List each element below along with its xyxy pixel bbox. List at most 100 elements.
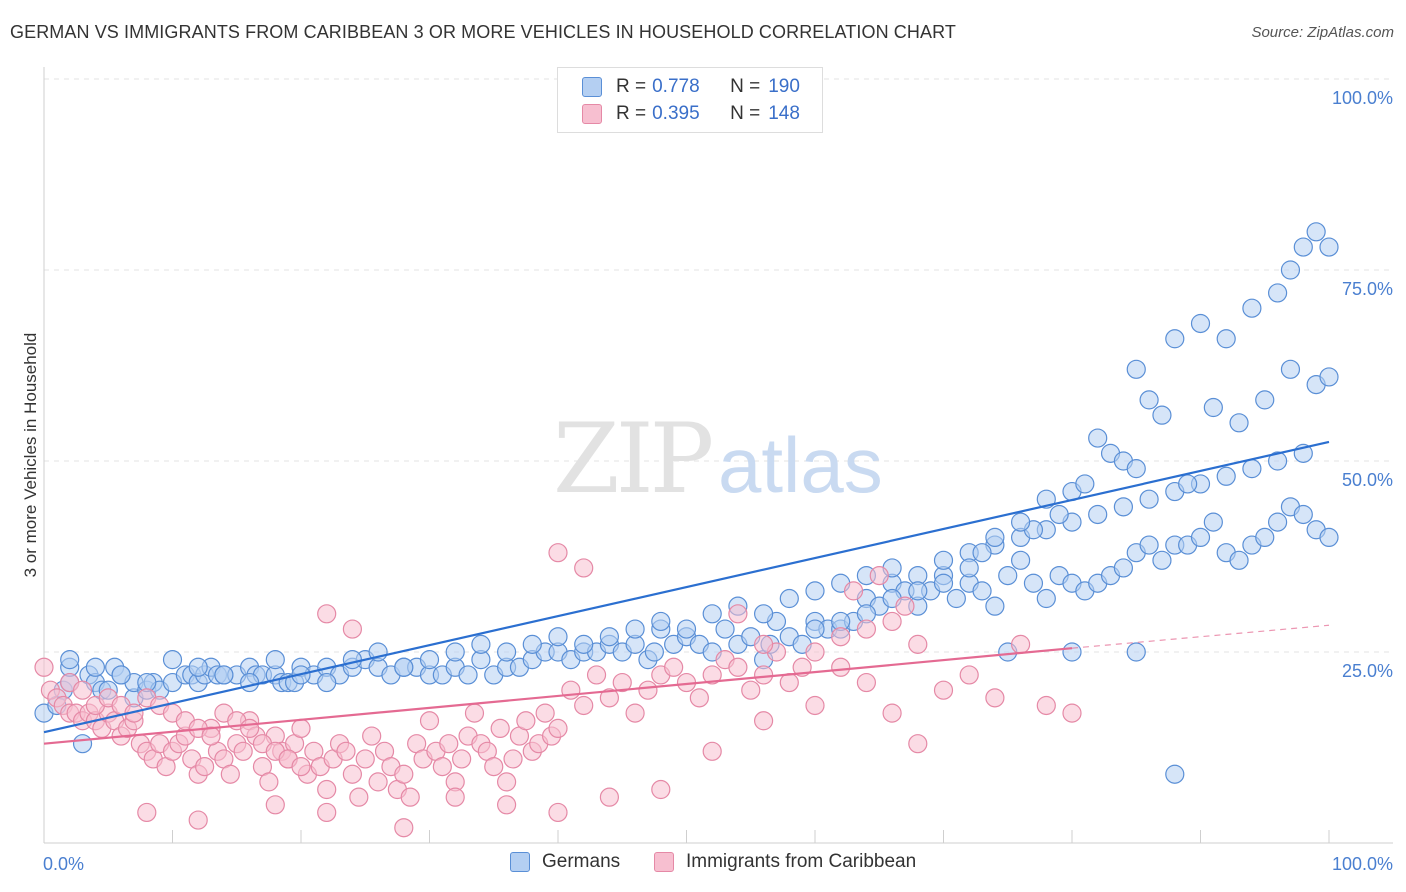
german-point bbox=[1088, 504, 1108, 525]
caribbean-point bbox=[1062, 703, 1082, 723]
legend-r-label: R = bbox=[616, 103, 647, 124]
trend-lines bbox=[43, 440, 1330, 745]
german-point bbox=[1229, 413, 1249, 433]
caribbean-point bbox=[368, 772, 388, 792]
german-point bbox=[60, 650, 80, 670]
german-point bbox=[1293, 504, 1313, 525]
german-point bbox=[1242, 298, 1262, 318]
caribbean-point bbox=[612, 672, 632, 693]
legend-swatch-caribbean bbox=[654, 852, 674, 872]
caribbean-point bbox=[586, 665, 607, 685]
legend-n-value-germans: 190 bbox=[768, 76, 800, 97]
stats-legend: R = 0.778 N = 190 R = 0.395 N = 148 bbox=[557, 67, 823, 133]
caribbean-point bbox=[908, 734, 928, 754]
germans-trend-line bbox=[43, 440, 1330, 734]
german-point bbox=[1229, 550, 1249, 570]
legend-swatch-germans bbox=[582, 77, 602, 97]
german-point bbox=[676, 619, 697, 639]
caribbean-point bbox=[728, 657, 748, 677]
german-point bbox=[574, 634, 594, 654]
caribbean-point bbox=[779, 672, 799, 693]
caribbean-point bbox=[933, 680, 954, 700]
legend-r-value-caribbean: 0.395 bbox=[652, 103, 700, 124]
german-point bbox=[1190, 313, 1211, 334]
caribbean-point bbox=[400, 787, 420, 807]
german-point bbox=[1036, 588, 1056, 609]
legend-swatch-germans bbox=[510, 852, 530, 872]
x-tick-label-100: 100.0% bbox=[1332, 854, 1393, 874]
legend-item-germans[interactable]: Germans bbox=[510, 851, 620, 873]
german-point bbox=[1062, 642, 1082, 662]
caribbean-point bbox=[535, 703, 555, 723]
german-point bbox=[753, 604, 774, 624]
caribbean-point bbox=[432, 756, 452, 777]
caribbean-point bbox=[574, 695, 594, 716]
caribbean-point bbox=[317, 802, 337, 823]
legend-label-germans: Germans bbox=[542, 851, 621, 872]
caribbean-point bbox=[664, 657, 684, 677]
legend-n-label: N = bbox=[730, 76, 761, 97]
german-point bbox=[1319, 367, 1339, 387]
caribbean-point bbox=[233, 741, 253, 761]
chart-title: GERMAN VS IMMIGRANTS FROM CARIBBEAN 3 OR… bbox=[10, 22, 956, 42]
german-point bbox=[1216, 466, 1236, 486]
caribbean-point bbox=[561, 680, 581, 700]
german-point bbox=[599, 627, 620, 647]
german-point bbox=[1010, 512, 1031, 532]
caribbean-point bbox=[985, 688, 1005, 708]
caribbean-point bbox=[195, 756, 215, 777]
y-axis-title: 3 or more Vehicles in Household bbox=[21, 333, 40, 578]
caribbean-trend-extension bbox=[1071, 624, 1330, 649]
caribbean-point bbox=[638, 680, 658, 700]
caribbean-point bbox=[394, 818, 414, 838]
german-point bbox=[1010, 550, 1031, 570]
caribbean-point bbox=[342, 764, 362, 784]
german-point bbox=[702, 604, 722, 624]
caribbean-point bbox=[753, 711, 774, 731]
caribbean-point bbox=[728, 604, 748, 624]
german-point bbox=[1178, 474, 1198, 494]
caribbean-point bbox=[220, 764, 240, 784]
caribbean-point bbox=[291, 718, 311, 739]
german-point bbox=[1242, 459, 1262, 479]
caribbean-point bbox=[548, 718, 568, 739]
german-point bbox=[445, 642, 465, 662]
german-point bbox=[805, 619, 825, 639]
caribbean-point bbox=[72, 680, 93, 700]
caribbean-point bbox=[1036, 695, 1056, 716]
y-tick-label-75: 75.0% bbox=[1342, 279, 1393, 299]
caribbean-point bbox=[497, 772, 517, 792]
legend-row-caribbean: R = 0.395 N = 148 bbox=[582, 101, 800, 127]
caribbean-point bbox=[702, 665, 722, 685]
y-tick-label-100: 100.0% bbox=[1332, 88, 1393, 108]
caribbean-point bbox=[355, 749, 375, 769]
y-tick-label-25: 25.0% bbox=[1342, 661, 1393, 681]
german-point bbox=[1023, 573, 1044, 593]
x-ticks bbox=[43, 830, 1330, 843]
caribbean-point bbox=[805, 695, 825, 716]
german-point bbox=[1113, 497, 1134, 517]
caribbean-point bbox=[265, 795, 285, 815]
german-point bbox=[522, 634, 542, 654]
caribbean-point bbox=[856, 672, 877, 693]
german-point bbox=[1267, 283, 1288, 303]
german-point bbox=[625, 619, 645, 639]
german-point bbox=[998, 565, 1018, 586]
caribbean-point bbox=[882, 703, 902, 723]
caribbean-point bbox=[240, 718, 260, 739]
german-point bbox=[458, 665, 478, 685]
caribbean-point bbox=[753, 634, 774, 654]
legend-label-caribbean: Immigrants from Caribbean bbox=[686, 851, 917, 872]
legend-item-caribbean[interactable]: Immigrants from Caribbean bbox=[654, 851, 916, 873]
chart-source: Source: ZipAtlas.com bbox=[1251, 24, 1394, 41]
caribbean-point bbox=[188, 810, 208, 830]
caribbean-point bbox=[651, 779, 671, 800]
german-point bbox=[162, 650, 183, 670]
german-point bbox=[188, 657, 208, 677]
caribbean-point bbox=[484, 756, 504, 777]
german-point bbox=[1190, 527, 1211, 548]
german-point bbox=[1088, 428, 1108, 448]
legend-n-value-caribbean: 148 bbox=[768, 103, 800, 124]
caribbean-point bbox=[689, 688, 709, 708]
caribbean-point bbox=[741, 680, 761, 700]
